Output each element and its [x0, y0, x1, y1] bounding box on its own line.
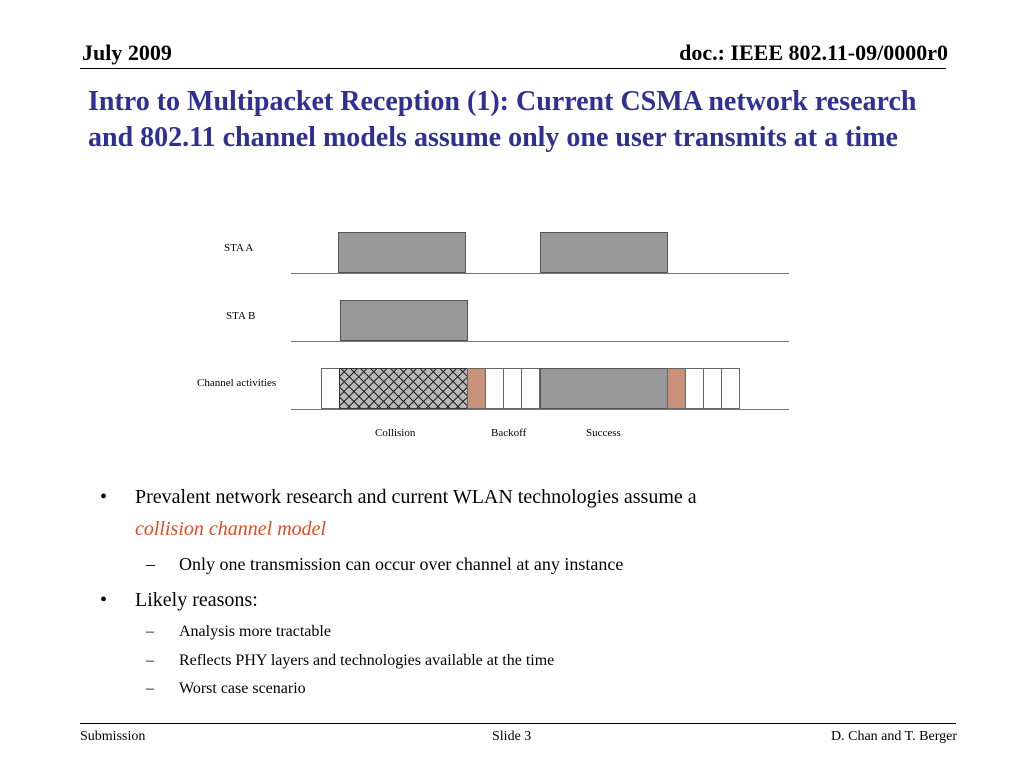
sta-a-transmission-1	[338, 232, 466, 273]
footer-slide-number: Slide 3	[492, 729, 532, 744]
sub-bullet-marker: –	[146, 652, 154, 669]
bullet-text: Prevalent network research and current W…	[135, 486, 697, 508]
legend-backoff: Backoff	[491, 427, 527, 439]
sub-bullet-text: Analysis more tractable	[179, 623, 331, 640]
lane-label-sta-b: STA B	[226, 310, 256, 322]
header-divider	[80, 68, 946, 69]
sta-b-transmission-1	[340, 300, 468, 341]
channel-backoff-slot	[467, 368, 486, 409]
legend-collision: Collision	[375, 427, 416, 439]
channel-idle-slot	[521, 368, 540, 409]
legend-success: Success	[586, 427, 621, 439]
sub-bullet-text: Only one transmission can occur over cha…	[179, 554, 624, 574]
sub-bullet-marker: –	[146, 623, 154, 640]
channel-idle-slot	[703, 368, 722, 409]
bullet-marker: •	[100, 589, 108, 611]
footer-submission: Submission	[80, 729, 146, 744]
timing-diagram: STA A STA B Channel activities Collision…	[197, 232, 789, 439]
sta-a-baseline	[291, 273, 789, 274]
channel-collision-block	[339, 368, 468, 409]
channel-idle-slot	[685, 368, 704, 409]
bullet-marker: •	[100, 486, 108, 508]
sta-a-transmission-2	[540, 232, 668, 273]
footer-divider	[80, 723, 956, 724]
collision-channel-model-emphasis: collision channel model	[135, 518, 327, 540]
slide-title: Intro to Multipacket Reception (1): Curr…	[88, 86, 917, 153]
channel-backoff-slot	[667, 368, 686, 409]
bullet-text: Likely reasons:	[135, 589, 258, 611]
header-doc-id: doc.: IEEE 802.11-09/0000r0	[679, 40, 948, 65]
lane-label-channel: Channel activities	[197, 377, 277, 389]
sta-b-baseline	[291, 341, 789, 342]
sub-bullet-marker: –	[146, 554, 155, 574]
channel-baseline	[291, 409, 789, 410]
sub-bullet-text: Worst case scenario	[179, 680, 306, 697]
channel-success-block	[540, 368, 668, 409]
channel-idle-slot	[503, 368, 522, 409]
channel-idle-slot	[721, 368, 740, 409]
footer-authors: D. Chan and T. Berger	[831, 729, 957, 744]
lane-label-sta-a: STA A	[224, 242, 254, 254]
header-date: July 2009	[82, 40, 172, 65]
sub-bullet-marker: –	[146, 680, 154, 697]
sub-bullet-text: Reflects PHY layers and technologies ava…	[179, 652, 555, 669]
channel-idle-slot	[485, 368, 504, 409]
channel-idle-slot	[321, 368, 340, 409]
